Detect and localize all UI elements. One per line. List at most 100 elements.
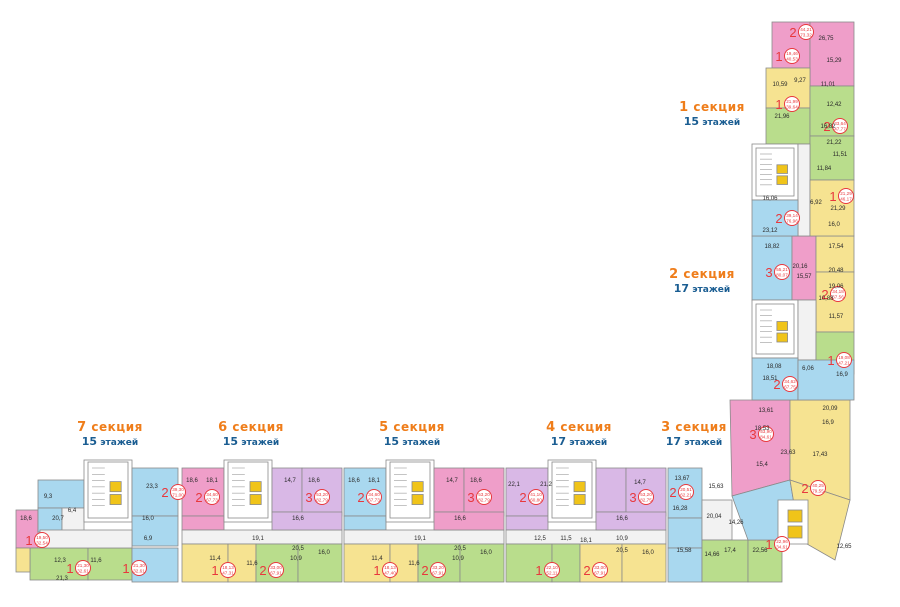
badge-circle — [784, 210, 800, 226]
apartment-area: 60,80 — [530, 498, 542, 503]
room-area-label: 11,6 — [408, 561, 420, 567]
elevator — [109, 481, 122, 493]
stair-elevator-core — [551, 461, 593, 519]
section-1-label: 1 секция 15 этажей — [679, 100, 745, 128]
badge-circle — [430, 562, 446, 578]
rooms-count: 1 — [373, 563, 380, 578]
room-area-label: 13,61 — [758, 408, 774, 414]
apartment-area: 33,00 — [270, 565, 282, 570]
room — [181, 515, 225, 531]
apartment-area: 19,46 — [786, 51, 798, 56]
elevator — [787, 525, 803, 539]
room-area-label: 16,0 — [828, 222, 840, 228]
apartment-area: 82,79 — [478, 498, 490, 503]
rooms-count: 1 — [122, 561, 129, 576]
apartment-area: 21,99 — [786, 99, 798, 104]
room — [343, 515, 387, 531]
room — [131, 515, 179, 547]
rooms-count: 3 — [765, 265, 772, 280]
apartment-area: 34,62 — [784, 379, 796, 384]
corridor — [39, 529, 133, 549]
room — [729, 399, 791, 497]
room-area-label: 11,5 — [560, 536, 572, 542]
room-area-label: 21,2 — [540, 482, 552, 488]
section-3-plan — [667, 399, 851, 583]
apartment-area: 47,77 — [834, 127, 846, 132]
section-3-label: 3 секция 17 этажей — [661, 420, 727, 448]
room-area-label: 11,57 — [829, 314, 844, 320]
room-area-label: 19,06 — [828, 284, 844, 290]
stairwell — [755, 147, 795, 197]
room-area-label: 20,5 — [292, 546, 304, 552]
room-area-label: 10,88 — [818, 296, 834, 302]
rooms-count: 1 — [829, 189, 836, 204]
stairwell — [551, 461, 593, 519]
room-area-label: 15,58 — [676, 548, 692, 554]
room-area-label: 14,26 — [728, 520, 744, 526]
rooms-count: 2 — [519, 490, 526, 505]
rooms-count: 2 — [195, 490, 202, 505]
badge-circle — [782, 376, 798, 392]
rooms-count: 1 — [535, 563, 542, 578]
stair-elevator-core — [755, 303, 795, 355]
room — [791, 235, 817, 301]
room-area-label: 6,06 — [802, 366, 814, 372]
room-area-label: 15,57 — [796, 274, 812, 280]
room-area-label: 20,5 — [616, 548, 628, 554]
rooms-count: 2 — [801, 481, 808, 496]
room-area-label: 26,75 — [818, 36, 834, 42]
apartment-area: 19,50 — [36, 535, 48, 540]
rooms-count: 1 — [827, 353, 834, 368]
badge-circle — [528, 489, 544, 505]
apartment-area: 18,13 — [222, 565, 234, 570]
elevator — [776, 175, 788, 185]
badge-circle — [366, 489, 382, 505]
badge-circle — [34, 532, 50, 548]
room-area-label: 10,9 — [290, 556, 302, 562]
apartment-area: 33,64 — [834, 121, 846, 126]
room — [433, 467, 465, 513]
room-area-label: 20,16 — [792, 264, 808, 270]
section-5-plan — [343, 459, 505, 583]
room-area-label: 13,67 — [674, 476, 690, 482]
room — [667, 547, 703, 583]
rooms-count: 3 — [629, 490, 636, 505]
apartment-area: 21,29 — [840, 191, 852, 196]
room — [621, 543, 667, 583]
apartment-area: 53,90 — [760, 429, 772, 434]
room-area-label: 16,0 — [318, 550, 330, 556]
room-area-label: 11,84 — [817, 166, 832, 172]
rooms-count: 1 — [775, 97, 782, 112]
room-area-label: 16,0 — [642, 550, 654, 556]
section-4-label: 4 секция 17 этажей — [546, 420, 612, 448]
section-2-label: 2 секция 17 этажей — [669, 267, 735, 295]
room-area-label: 12,65 — [836, 544, 852, 550]
rooms-count: 1 — [66, 561, 73, 576]
elevator — [776, 321, 788, 331]
badge-circle — [268, 562, 284, 578]
apartment-area: 46,17 — [840, 197, 852, 202]
apartment-area: 39,64 — [786, 105, 798, 110]
room-area-label: 6,9 — [144, 536, 153, 542]
elevator — [411, 481, 424, 493]
section-6-label: 6 секция 15 этажей — [218, 420, 284, 448]
apartment-area: 39,30 — [172, 487, 184, 492]
badge-circle — [836, 352, 852, 368]
badge-circle — [830, 286, 846, 302]
room-area-label: 20,48 — [828, 268, 844, 274]
apartment-area: 32,61 — [133, 569, 145, 574]
room — [701, 539, 749, 583]
room — [15, 547, 31, 573]
badge-circle — [638, 489, 654, 505]
room-area-label: 16,0 — [480, 550, 492, 556]
rooms-count: 2 — [789, 25, 796, 40]
room-area-label: 14,66 — [704, 552, 720, 558]
room-area-label: 20,04 — [706, 514, 722, 520]
